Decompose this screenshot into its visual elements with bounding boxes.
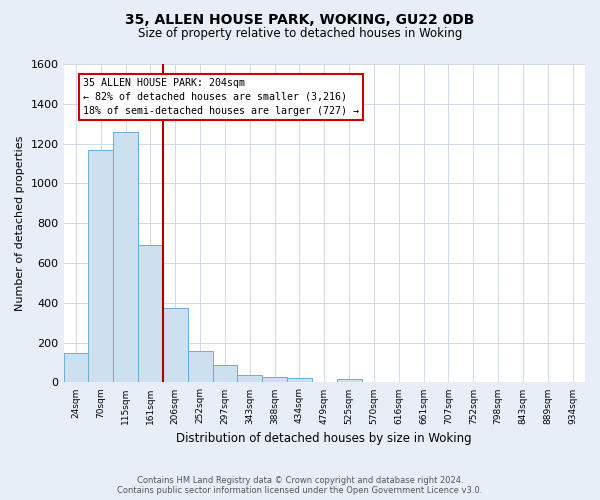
- Text: Contains public sector information licensed under the Open Government Licence v3: Contains public sector information licen…: [118, 486, 482, 495]
- Bar: [113, 132, 138, 382]
- Text: 35, ALLEN HOUSE PARK, WOKING, GU22 0DB: 35, ALLEN HOUSE PARK, WOKING, GU22 0DB: [125, 12, 475, 26]
- X-axis label: Distribution of detached houses by size in Woking: Distribution of detached houses by size …: [176, 432, 472, 445]
- Text: Contains HM Land Registry data © Crown copyright and database right 2024.: Contains HM Land Registry data © Crown c…: [137, 476, 463, 485]
- Bar: [262, 378, 287, 382]
- Text: Size of property relative to detached houses in Woking: Size of property relative to detached ho…: [138, 28, 462, 40]
- Text: 35 ALLEN HOUSE PARK: 204sqm
← 82% of detached houses are smaller (3,216)
18% of : 35 ALLEN HOUSE PARK: 204sqm ← 82% of det…: [83, 78, 359, 116]
- Bar: [163, 308, 188, 382]
- Bar: [64, 353, 88, 382]
- Bar: [188, 350, 212, 382]
- Bar: [337, 379, 362, 382]
- Bar: [238, 376, 262, 382]
- Bar: [138, 245, 163, 382]
- Bar: [287, 378, 312, 382]
- Bar: [88, 150, 113, 382]
- Bar: [212, 364, 238, 382]
- Y-axis label: Number of detached properties: Number of detached properties: [15, 136, 25, 311]
